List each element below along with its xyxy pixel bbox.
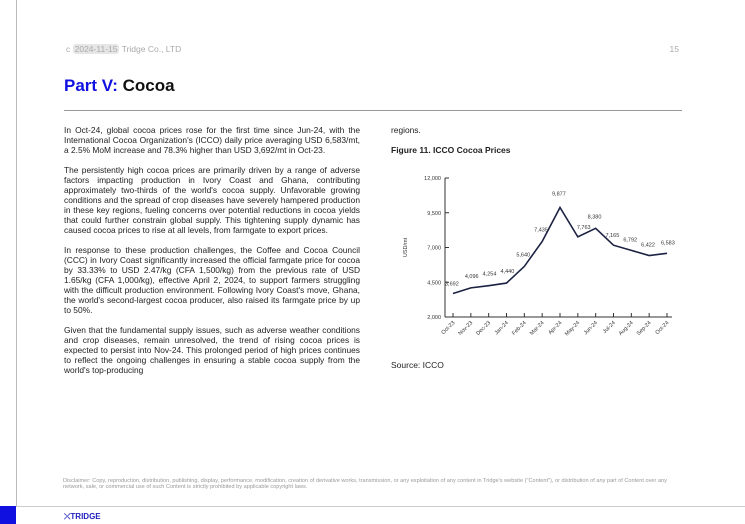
logo-text: TRIDGE [70,512,101,521]
x-tick-label: Nov-23 [457,320,474,337]
figure-title: Figure 11. ICCO Cocoa Prices [391,145,511,155]
figure-source: Source: ICCO [391,360,444,370]
paragraph-continuation: regions. [391,125,421,135]
header-prefix: c [66,44,71,54]
logo-icon: ⤫ [64,512,71,521]
data-label: 4,440 [501,269,515,275]
header-company: Tridge Co., LTD [121,44,182,54]
left-margin-line [16,0,17,506]
x-tick-label: Jun-24 [583,320,599,336]
data-label: 7,435 [534,227,548,233]
footer-divider [16,506,745,507]
y-tick-label: 2,000 [427,315,441,321]
paragraph: In Oct-24, global cocoa prices rose for … [64,125,360,155]
header-date: 2024-11-15 [72,44,120,54]
x-tick-label: Sep-24 [636,320,653,337]
topic: Cocoa [122,76,175,95]
cocoa-price-chart: 2,000 4,500 7,000 9,500 12,000 USD/mt Oct-23 No… [403,176,675,337]
x-tick-label: Oct-23 [440,320,456,336]
x-tick-label: Mar-24 [529,320,546,337]
disclaimer: Disclaimer: Copy, reproduction, distribu… [63,478,667,490]
data-label: 4,096 [465,274,479,280]
footer-accent-block [0,506,16,524]
page-number: 15 [669,44,679,54]
data-label: 7,763 [577,225,591,231]
y-tick-label: 9,500 [427,211,441,217]
y-tick-label: 7,000 [427,246,441,252]
x-tick-label: May-24 [564,320,581,337]
x-tick-label: Jul-24 [602,320,617,335]
y-tick-label: 4,500 [427,280,441,286]
paragraph: The persistently high cocoa prices are p… [64,165,360,235]
title-divider [64,110,682,111]
data-label: 6,422 [641,243,655,249]
data-label: 3,692 [445,281,459,287]
x-tick-label: Apr-24 [547,320,563,336]
x-tick-label: Oct-24 [654,320,670,336]
tridge-logo: ⤫TRIDGE [64,512,101,522]
x-tick-label: Aug-24 [618,320,635,337]
x-tick-label: Dec-23 [475,320,492,337]
data-label: 9,877 [552,192,566,198]
x-tick-label: Feb-24 [511,320,528,337]
data-label: 4,254 [483,272,497,278]
page-header: c 2024-11-15 Tridge Co., LTD [66,44,181,54]
part-label: Part V: [64,76,118,95]
data-label: 7,165 [606,233,620,239]
data-label: 6,792 [623,237,637,243]
x-tick-label: Jan-24 [494,320,510,336]
paragraph: In response to these production challeng… [64,245,360,315]
data-label: 8,380 [588,214,602,220]
page-title: Part V: Cocoa [64,76,175,96]
y-axis-label: USD/mt [403,237,409,257]
y-tick-label: 12,000 [424,176,441,182]
price-line [452,205,668,295]
paragraph: Given that the fundamental supply issues… [64,325,360,375]
data-label: 6,583 [661,240,675,246]
body-text: In Oct-24, global cocoa prices rose for … [64,125,360,385]
data-label: 5,640 [516,252,530,258]
